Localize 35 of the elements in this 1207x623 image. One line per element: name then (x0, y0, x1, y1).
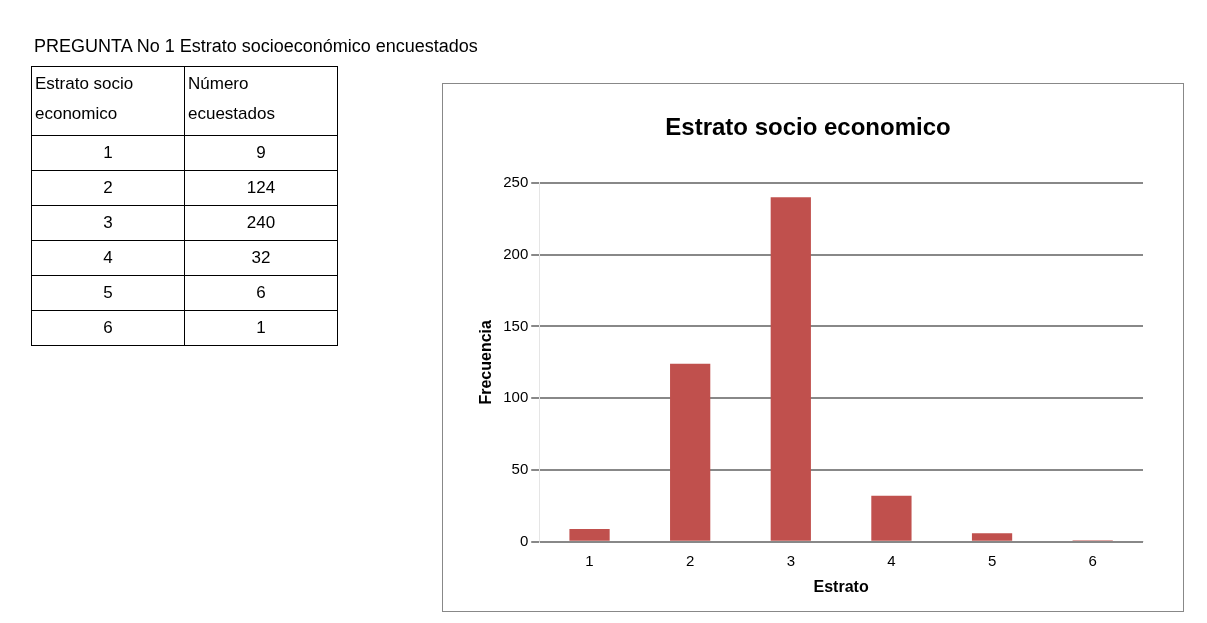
x-tick-label: 1 (585, 551, 594, 569)
text: 6 (184, 275, 338, 311)
text: 1 (31, 135, 185, 171)
text: 240 (184, 205, 338, 241)
bar (670, 363, 711, 541)
text: 9 (184, 135, 338, 171)
y-tick-label: 0 (519, 531, 529, 549)
chart-title: Estrato socio economico (665, 113, 951, 141)
text: 6 (31, 310, 185, 346)
x-tick-label: 4 (887, 551, 896, 569)
y-tick-label: 50 (511, 460, 529, 478)
bar (569, 528, 610, 541)
text: 124 (184, 170, 338, 206)
y-tick-label: 200 (503, 244, 529, 262)
x-axis-title: Estrato (813, 577, 869, 595)
x-tick-label: 5 (987, 551, 997, 569)
y-tick-label: 150 (503, 316, 529, 334)
y-tick-label: 250 (503, 172, 529, 190)
x-tick-label: 6 (1088, 551, 1097, 569)
text: 32 (184, 240, 338, 276)
bar (971, 533, 1013, 541)
text: 1 (184, 310, 338, 346)
bar (770, 197, 811, 541)
text: Estrato socio economico (31, 66, 185, 136)
text: 5 (31, 275, 185, 311)
text: PREGUNTA No 1 Estrato socioeconómico encuestados (34, 36, 478, 57)
text: 4 (31, 240, 185, 276)
y-tick-label: 100 (503, 388, 529, 406)
x-tick-label: 2 (686, 551, 695, 569)
y-axis-title: Frecuencia (477, 319, 495, 405)
x-tick-label: 3 (786, 551, 795, 569)
text: 3 (31, 205, 185, 241)
bar (871, 495, 912, 541)
text: 2 (31, 170, 185, 206)
text: Número ecuestados (184, 66, 338, 136)
